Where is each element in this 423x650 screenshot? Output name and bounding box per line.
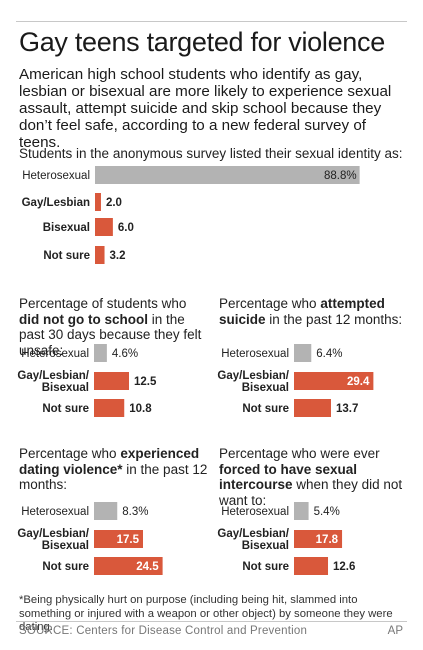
bar-1-2 [94, 399, 125, 417]
value-label: 88.8% [324, 170, 357, 182]
category-label: Not sure [242, 561, 289, 573]
bar-4-0 [294, 502, 309, 520]
panel-title-skip-school: Percentage of students who did not go to… [19, 296, 209, 358]
bar-0-2 [95, 218, 113, 236]
title-part: Percentage who [19, 446, 121, 461]
category-label: Bisexual [242, 540, 289, 552]
bar-2-0 [294, 344, 312, 362]
category-label: Bisexual [43, 222, 90, 234]
agency-credit: AP [387, 625, 403, 637]
chart-headline: Gay teens targeted for violence [19, 27, 385, 57]
title-part: in the past 12 months: [265, 311, 403, 327]
source-credit: SOURCE: Centers for Disease Control and … [19, 625, 308, 637]
title-part: Percentage who [219, 296, 321, 311]
title-part-bold: experienced dating violence* [19, 446, 200, 477]
category-label: Heterosexual [21, 348, 89, 360]
title-part: Percentage of students who [19, 296, 187, 311]
panel-title-identity-text: Students in the anonymous survey listed … [19, 146, 403, 161]
value-label: 24.5 [136, 561, 159, 573]
value-label: 8.3% [122, 506, 148, 518]
category-label: Bisexual [42, 382, 89, 394]
category-label: Gay/Lesbian/ [217, 528, 289, 540]
title-part: when they did not want to: [219, 477, 403, 508]
bar-3-1 [94, 530, 143, 548]
category-label: Gay/Lesbian [22, 197, 90, 209]
category-label: Heterosexual [22, 170, 90, 182]
value-label: 12.5 [134, 376, 157, 388]
value-label: 10.8 [129, 403, 152, 415]
category-label: Gay/Lesbian/ [217, 370, 289, 382]
value-label: 29.4 [347, 376, 370, 388]
title-part-bold: forced to have sexual intercourse [219, 461, 358, 493]
top-rule [16, 21, 407, 22]
value-label: 5.4% [314, 506, 340, 518]
bar-2-2 [294, 399, 331, 417]
bottom-rule [16, 621, 407, 622]
title-part: in the past 12 months: [19, 461, 208, 493]
category-label: Not sure [43, 250, 90, 262]
panel-title-suicide: Percentage who attempted suicide in the … [219, 296, 414, 327]
category-label: Not sure [42, 561, 89, 573]
title-part-bold: attempted suicide [219, 296, 385, 327]
bar-1-1 [94, 372, 129, 390]
value-label: 2.0 [106, 197, 122, 209]
value-label: 6.4% [316, 348, 342, 360]
bar-0-1 [95, 193, 101, 211]
category-label: Bisexual [242, 382, 289, 394]
bar-4-1 [294, 530, 343, 548]
bar-0-0 [95, 166, 360, 184]
value-label: 4.6% [112, 348, 138, 360]
bar-3-2 [94, 557, 163, 575]
category-label: Heterosexual [221, 506, 289, 518]
value-label: 13.7 [336, 403, 358, 415]
panel-title-identity: Students in the anonymous survey listed … [19, 146, 414, 162]
category-label: Heterosexual [221, 348, 289, 360]
value-label: 17.8 [316, 534, 339, 546]
category-label: Gay/Lesbian/ [17, 528, 89, 540]
chart-subheadline: American high school students who identi… [19, 66, 392, 151]
category-label: Not sure [42, 403, 89, 415]
panel-title-forced-intercourse: Percentage who were ever forced to have … [219, 446, 414, 508]
value-label: 12.6 [333, 561, 355, 573]
category-label: Gay/Lesbian/ [17, 370, 89, 382]
category-label: Not sure [242, 403, 289, 415]
footnote: *Being physically hurt on purpose (inclu… [19, 594, 393, 633]
category-label: Bisexual [42, 540, 89, 552]
title-part: Percentage who were ever [219, 446, 380, 461]
category-label: Heterosexual [21, 506, 89, 518]
bar-3-0 [94, 502, 118, 520]
bar-4-2 [294, 557, 329, 575]
bar-1-0 [94, 344, 107, 362]
value-label: 3.2 [110, 250, 126, 262]
value-label: 17.5 [117, 534, 140, 546]
value-label: 6.0 [118, 222, 134, 234]
bar-0-3 [95, 246, 105, 264]
title-part: in the past 30 days because they felt un… [19, 311, 202, 358]
title-part-bold: did not go to school [19, 311, 148, 327]
bar-2-1 [294, 372, 374, 390]
panel-title-dating-violence: Percentage who experienced dating violen… [19, 446, 214, 493]
